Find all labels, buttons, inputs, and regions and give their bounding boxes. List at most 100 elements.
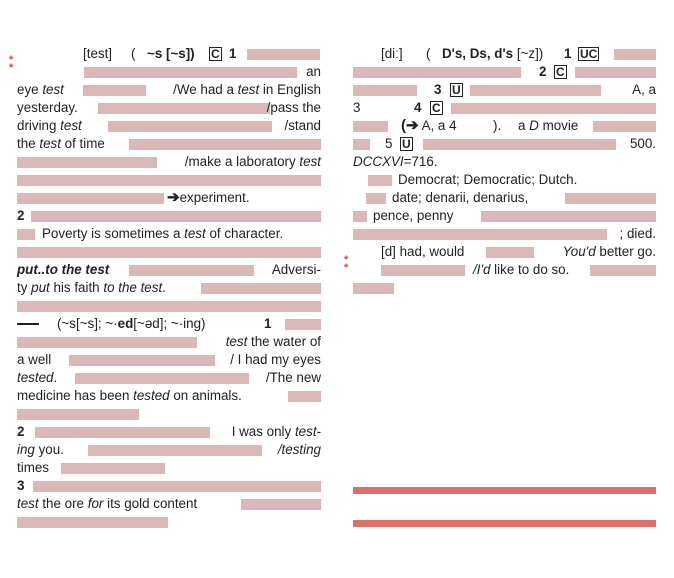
redaction: [353, 85, 417, 96]
text-line: DCCXVI=716.: [353, 153, 656, 171]
text: test-: [294, 424, 321, 439]
redaction: [381, 265, 465, 276]
redaction: [83, 85, 146, 96]
redaction: [17, 301, 321, 312]
sense-number: 2: [17, 208, 25, 223]
text: 500.: [629, 136, 656, 151]
text: eye: [17, 82, 43, 97]
text: a: [518, 118, 530, 133]
text: A, a 4: [421, 118, 457, 133]
text-line: ➔experiment.: [17, 189, 321, 207]
text-line: put..to the test Adversi-: [17, 261, 321, 279]
label-u: U: [400, 137, 413, 151]
text: ty: [17, 280, 32, 295]
label-uc: UC: [578, 47, 600, 61]
text-line: driving test /stand: [17, 117, 321, 135]
text: test: [299, 154, 321, 169]
arrow-icon: ➔: [167, 189, 180, 206]
redaction: [366, 193, 386, 204]
redaction: [590, 265, 656, 276]
footer-rule: [353, 520, 656, 527]
sense-number: 2: [17, 424, 25, 439]
text: test: [225, 334, 248, 349]
text-line: test the ore for its gold content: [17, 495, 321, 513]
text: D: [529, 118, 539, 133]
text-line: 2: [17, 207, 321, 225]
text: test: [184, 226, 206, 241]
text-line: medicine has been tested on animals.: [17, 387, 321, 405]
text-line: tested. /The new: [17, 369, 321, 387]
sense-number: 3: [434, 82, 442, 97]
redaction: [353, 139, 370, 150]
dash-icon: [17, 323, 39, 326]
redaction: [17, 517, 168, 528]
text-line: 3 4 C: [353, 99, 656, 117]
text: experiment.: [179, 190, 250, 205]
text: /make a laboratory: [184, 154, 300, 169]
text: .: [162, 280, 166, 295]
text: tested: [133, 388, 170, 403]
text-line: /make a laboratory test: [17, 153, 321, 171]
text: for: [87, 496, 104, 511]
text: his faith: [49, 280, 104, 295]
text: /I'd: [473, 262, 491, 277]
star-marker: * *: [9, 54, 14, 74]
text: You'd: [562, 244, 596, 259]
redaction: [75, 373, 249, 384]
text: its gold content: [103, 496, 198, 511]
text-line: [17, 513, 321, 531]
text-line: [353, 279, 656, 297]
redaction: [17, 229, 35, 240]
text: test: [60, 118, 82, 133]
text: ing: [17, 442, 35, 457]
redaction: [241, 499, 321, 510]
text: the: [17, 136, 40, 151]
text-line: eye test /We had a test in English: [17, 81, 321, 99]
text: times: [17, 460, 49, 475]
redaction: [17, 247, 321, 258]
redaction: [353, 121, 388, 132]
text-line: 2 C: [353, 63, 656, 81]
text-line: an: [17, 63, 321, 81]
label-u: U: [450, 83, 463, 97]
pronunciation: [diː]: [381, 46, 403, 61]
redaction: [17, 193, 164, 204]
paren: (: [131, 46, 136, 61]
redaction: [470, 85, 601, 96]
text: yesterday.: [17, 100, 78, 115]
sense-number: 4: [414, 100, 422, 115]
text-line: date; denarii, denarius,: [353, 189, 656, 207]
text: better go.: [595, 244, 656, 259]
redaction: [69, 355, 215, 366]
sense-number: 2: [539, 64, 547, 79]
redaction: [285, 319, 321, 330]
sense-number: 1: [229, 46, 237, 61]
text: .: [53, 370, 58, 385]
redaction: [17, 157, 157, 168]
text: test: [39, 136, 61, 151]
text: / I had my eyes: [230, 352, 321, 367]
redaction: [108, 121, 272, 132]
text-line: /I'd like to do so.: [353, 261, 656, 279]
text: like to do so.: [490, 262, 570, 277]
text: medicine has been: [17, 388, 134, 403]
text-line: [17, 171, 321, 189]
redaction: [201, 283, 321, 294]
text-line: the test of time: [17, 135, 321, 153]
text-line: ing you. /testing: [17, 441, 321, 459]
text: the ore: [38, 496, 88, 511]
paren: (: [426, 46, 431, 61]
redaction: [368, 175, 392, 186]
redaction: [129, 265, 254, 276]
redaction: [575, 67, 656, 78]
text: /pass the: [266, 100, 321, 115]
redaction: [247, 49, 320, 60]
pronunciation: [test]: [83, 46, 113, 61]
text: Democrat; Democratic; Dutch.: [398, 172, 578, 187]
text: D's, Ds, d's: [442, 46, 514, 61]
text: in English: [259, 82, 321, 97]
text: an: [306, 64, 321, 79]
redaction: [353, 229, 607, 240]
redaction: [486, 247, 534, 258]
redaction: [451, 103, 656, 114]
